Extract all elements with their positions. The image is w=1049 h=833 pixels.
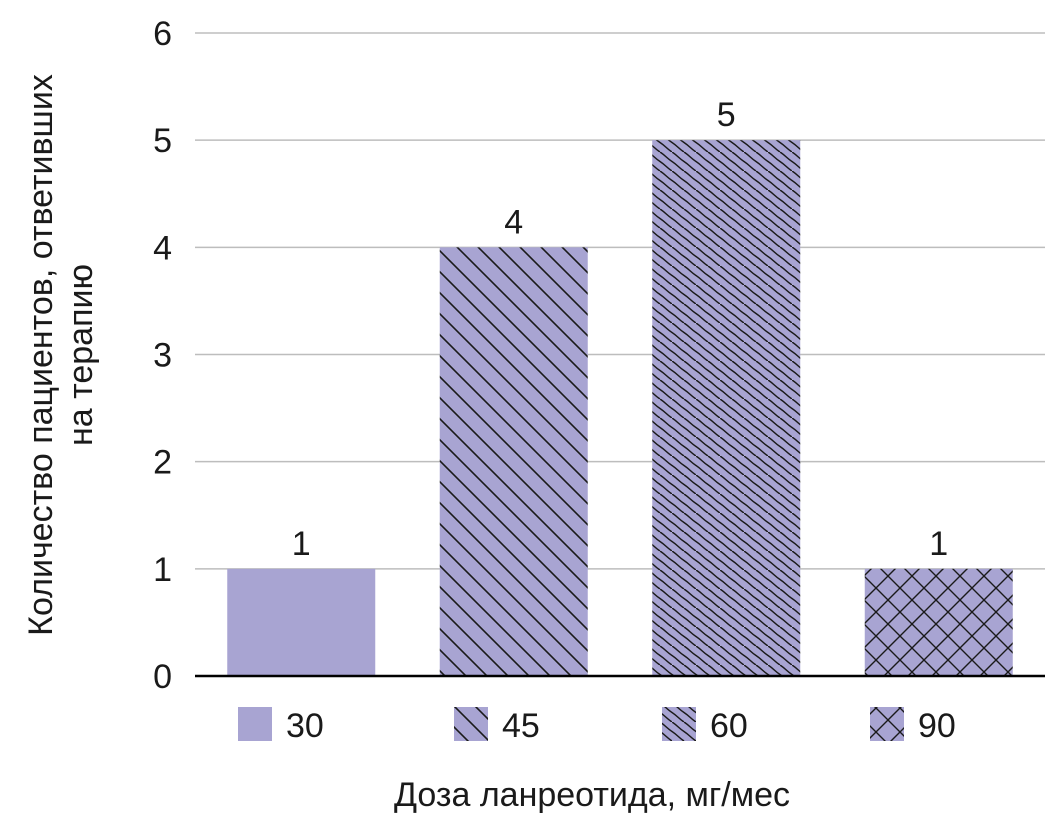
- x-axis-title: Доза ланреотида, мг/мес: [394, 776, 790, 814]
- y-tick-label: 5: [153, 122, 172, 160]
- legend-label-45: 45: [502, 707, 540, 745]
- y-tick-label: 1: [153, 551, 172, 589]
- legend-swatch-90: [870, 707, 904, 741]
- y-axis-ticks: 0 1 2 3 4 5 6: [153, 15, 172, 696]
- y-tick-label: 0: [153, 658, 172, 696]
- legend-swatch-45: [454, 707, 488, 741]
- legend-swatch-60: [662, 707, 696, 741]
- data-label-60: 5: [717, 96, 736, 134]
- data-label-90: 1: [929, 525, 948, 563]
- data-labels: 1 4 5 1: [292, 96, 948, 563]
- bar-60: [652, 140, 801, 676]
- y-tick-label: 6: [153, 15, 172, 53]
- bar-90: [864, 568, 1013, 676]
- legend-swatch-30: [238, 707, 272, 741]
- gridlines: [195, 32, 1045, 570]
- y-tick-label: 3: [153, 337, 172, 375]
- legend-label-60: 60: [710, 707, 748, 745]
- y-axis-title: Количество пациентов, ответивших на тера…: [22, 74, 100, 636]
- data-label-45: 4: [504, 203, 523, 241]
- bar-30: [227, 568, 376, 676]
- legend-label-30: 30: [286, 707, 324, 745]
- y-axis-title-line-1: Количество пациентов, ответивших: [22, 74, 60, 636]
- bars: [227, 140, 1013, 677]
- y-tick-label: 4: [153, 229, 172, 267]
- bar-45: [439, 247, 588, 677]
- y-tick-label: 2: [153, 444, 172, 482]
- data-label-30: 1: [292, 525, 311, 563]
- legend: 30 45 60 90: [238, 707, 956, 745]
- legend-label-90: 90: [918, 707, 956, 745]
- y-axis-title-line-2: на терапию: [62, 264, 100, 446]
